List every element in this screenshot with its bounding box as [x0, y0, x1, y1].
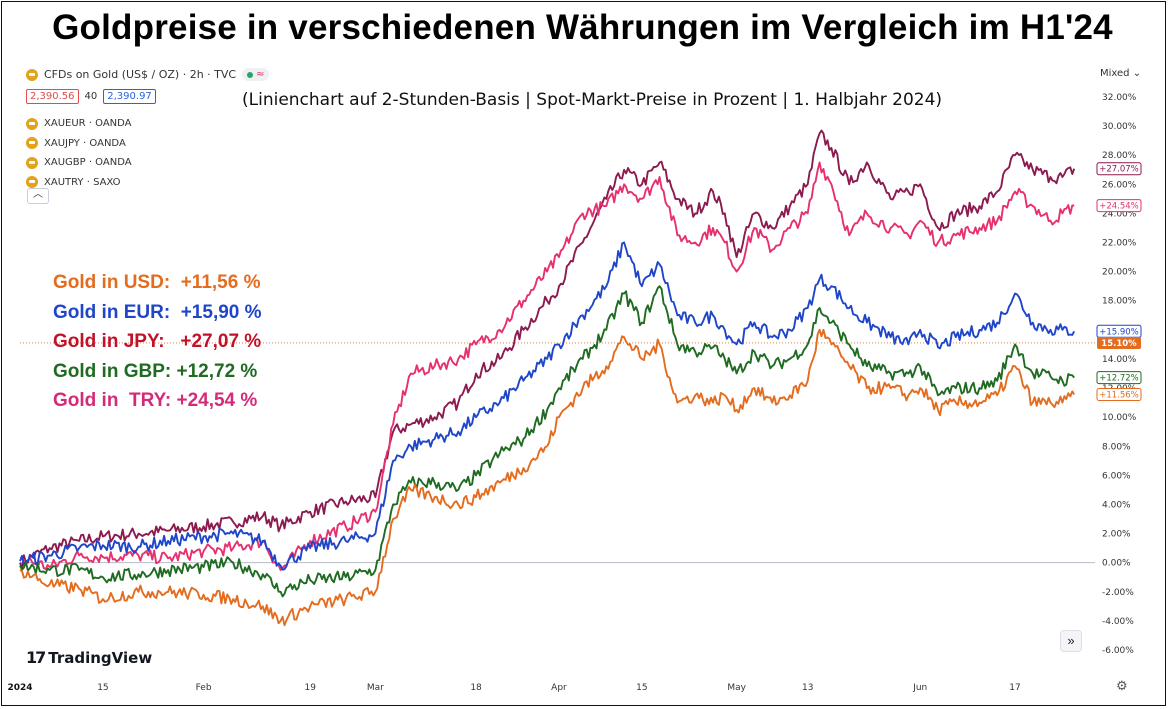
- x-tick-label: 18: [470, 683, 482, 693]
- y-tick-label: 28.00%: [1102, 151, 1137, 161]
- y-tick-label: 24.00%: [1102, 209, 1137, 219]
- series-end-badge: [1096, 371, 1142, 385]
- y-tick-label: 20.00%: [1102, 268, 1137, 278]
- symbol-label[interactable]: CFDs on Gold (US$ / OZ) · 2h · TVC: [44, 68, 237, 81]
- gold-coin-icon: [26, 117, 38, 130]
- y-tick-label: 22.00%: [1102, 239, 1137, 249]
- series-end-label: +12.72%: [1099, 374, 1139, 384]
- symbol-header[interactable]: CFDs on Gold (US$ / OZ) · 2h · TVC ≈: [26, 68, 270, 81]
- chevron-down-icon: ⌄: [1132, 68, 1142, 79]
- spread-value: 40: [84, 91, 98, 102]
- gold-coin-icon: [26, 68, 38, 81]
- gold-coin-icon: [26, 137, 38, 150]
- performance-line: Gold in JPY: +27,07 %: [53, 331, 262, 353]
- tradingview-logo[interactable]: 17 TradingView: [26, 648, 152, 667]
- series-end-badge: [1096, 199, 1142, 213]
- y-tick-label: 30.00%: [1102, 122, 1137, 132]
- x-tick-label: 13: [802, 683, 813, 693]
- series-end-badge: [1096, 387, 1142, 401]
- y-tick-label: 32.00%: [1102, 93, 1137, 103]
- x-tick-label: 15: [97, 683, 108, 693]
- wave-icon: ≈: [256, 69, 265, 80]
- compare-symbol-label: XAUGBP · OANDA: [44, 157, 132, 169]
- gold-coin-icon: [26, 156, 38, 169]
- series-end-badge: [1096, 162, 1142, 176]
- compare-symbol-item[interactable]: XAUTRY · SAXO: [26, 173, 132, 193]
- series-end-label: +27.07%: [1099, 165, 1139, 175]
- ask-price[interactable]: 2,390.97: [103, 89, 156, 104]
- series-end-label: +24.54%: [1099, 202, 1139, 212]
- settings-gear-icon[interactable]: ⚙: [1116, 678, 1128, 693]
- tradingview-mark-icon: 17: [26, 648, 46, 667]
- y-tick-label: -6.00%: [1102, 646, 1134, 656]
- x-tick-label: 19: [304, 683, 316, 693]
- series-end-label: +15.90%: [1099, 327, 1139, 337]
- compare-symbol-item[interactable]: XAUGBP · OANDA: [26, 153, 132, 173]
- x-tick-label: Apr: [551, 683, 567, 693]
- y-tick-label: 10.00%: [1102, 413, 1137, 423]
- chevron-up-icon: ︿: [33, 189, 43, 200]
- page-title: Goldpreise in verschiedenen Währungen im…: [52, 8, 1113, 47]
- performance-line: Gold in GBP: +12,72 %: [53, 360, 258, 382]
- x-tick-label: Jun: [912, 683, 927, 693]
- compare-symbol-list: XAUEUR · OANDA XAUJPY · OANDA XAUGBP · OAN…: [26, 114, 132, 192]
- scale-mode-dropdown[interactable]: Mixed ⌄: [1100, 68, 1141, 79]
- x-tick-label: 15: [636, 683, 647, 693]
- x-tick-label: Mar: [367, 683, 384, 693]
- current-price-label: 15.10%: [1101, 339, 1137, 349]
- y-tick-label: 4.00%: [1102, 500, 1131, 510]
- gold-coin-icon: [26, 176, 38, 189]
- compare-symbol-label: XAUJPY · OANDA: [44, 137, 126, 149]
- series-end-label: +11.56%: [1099, 390, 1139, 400]
- tradingview-wordmark: TradingView: [48, 648, 153, 667]
- y-tick-label: -2.00%: [1102, 588, 1134, 598]
- y-tick-label: 14.00%: [1102, 355, 1137, 365]
- compare-symbol-item[interactable]: XAUEUR · OANDA: [26, 114, 132, 134]
- bid-ask-row: 2,390.56 40 2,390.97: [26, 89, 156, 104]
- y-tick-label: 0.00%: [1102, 559, 1131, 569]
- current-price-badge: [1097, 336, 1141, 349]
- performance-line: Gold in USD: +11,56 %: [53, 272, 261, 293]
- x-tick-label: 17: [1009, 683, 1020, 693]
- double-chevron-right-icon: »: [1067, 633, 1075, 648]
- market-status-badge[interactable]: ≈: [242, 68, 270, 81]
- series-line-xaueur: [19, 241, 1076, 571]
- series-line-xautry: [19, 161, 1075, 571]
- series-line-xaugbp: [19, 285, 1075, 598]
- y-tick-label: 6.00%: [1102, 471, 1131, 481]
- compare-symbol-label: XAUTRY · SAXO: [44, 176, 121, 188]
- series-line-xaujpy: [19, 129, 1076, 570]
- compare-symbol-label: XAUEUR · OANDA: [44, 118, 132, 130]
- chart-subtitle: (Linienchart auf 2-Stunden-Basis | Spot-…: [242, 90, 943, 110]
- y-tick-label: 8.00%: [1102, 442, 1131, 452]
- y-tick-label: 2.00%: [1102, 530, 1131, 540]
- series-line-xauusd: [19, 328, 1076, 627]
- x-tick-label: 2024: [7, 683, 32, 693]
- x-tick-label: May: [727, 683, 746, 693]
- market-open-dot-icon: [247, 71, 254, 78]
- performance-line: Gold in TRY: +24,54 %: [53, 390, 258, 412]
- collapse-legend-button[interactable]: ︿: [27, 188, 49, 204]
- performance-summary: Gold in USD: +11,56 % Gold in EUR: +15,90…: [53, 268, 262, 416]
- scroll-to-realtime-button[interactable]: »: [1060, 630, 1082, 652]
- scale-mode-label: Mixed: [1100, 68, 1130, 79]
- y-tick-label: 18.00%: [1102, 297, 1137, 307]
- bid-price[interactable]: 2,390.56: [26, 89, 79, 104]
- y-tick-label: 26.00%: [1102, 180, 1137, 190]
- x-tick-label: Feb: [196, 683, 212, 693]
- performance-line: Gold in EUR: +15,90 %: [53, 301, 262, 323]
- compare-symbol-item[interactable]: XAUJPY · OANDA: [26, 134, 132, 154]
- y-tick-label: -4.00%: [1102, 617, 1134, 627]
